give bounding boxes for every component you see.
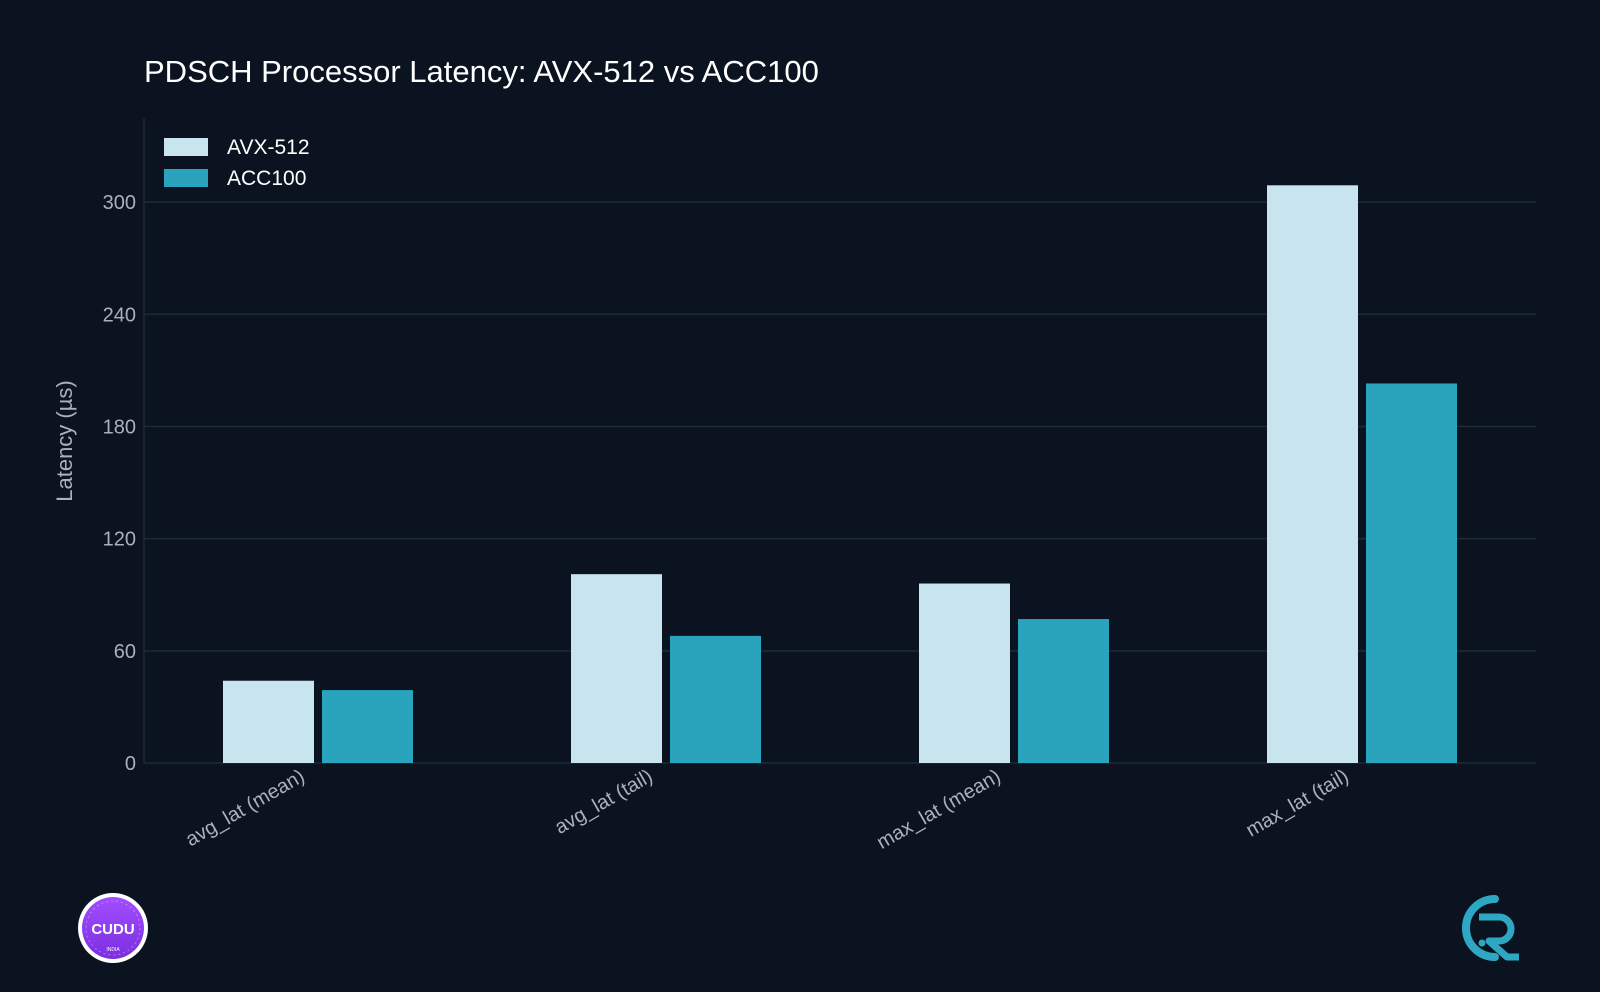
bar-avx-512	[919, 583, 1010, 763]
x-tick-label: avg_lat (tail)	[551, 765, 656, 839]
bar-acc100	[1018, 619, 1109, 763]
cudu-logo-text: CUDU	[91, 921, 134, 938]
bar-avx-512	[571, 574, 662, 763]
y-tick-labels: 0 60 120 180 240 300	[103, 192, 136, 775]
y-tick-label: 240	[103, 304, 136, 326]
x-tick-labels: avg_lat (mean) avg_lat (tail) max_lat (mea…	[182, 765, 1353, 854]
bar-avx-512	[1267, 185, 1358, 764]
y-tick-label: 60	[114, 641, 136, 663]
y-tick-label: 180	[103, 416, 136, 438]
legend-swatch	[164, 138, 208, 156]
bar-avx-512	[223, 680, 314, 763]
cudu-logo-subtext: INDIA	[106, 947, 120, 953]
bar-acc100	[322, 690, 413, 763]
x-tick-label: max_lat (mean)	[873, 765, 1004, 854]
chart-title: PDSCH Processor Latency: AVX-512 vs ACC1…	[144, 54, 819, 89]
y-tick-label: 120	[103, 529, 136, 551]
legend-label: ACC100	[227, 167, 306, 190]
legend: AVX-512 ACC100	[164, 136, 310, 190]
bar-acc100	[1366, 383, 1457, 763]
x-tick-label: max_lat (tail)	[1242, 765, 1352, 841]
y-tick-label: 300	[103, 192, 136, 214]
cudu-logo: CUDU INDIA	[78, 893, 148, 963]
legend-label: AVX-512	[227, 136, 310, 159]
y-tick-label: 0	[125, 753, 136, 775]
y-axis-label: Latency (µs)	[52, 380, 77, 502]
bar-acc100	[670, 635, 761, 763]
x-tick-label: avg_lat (mean)	[182, 765, 309, 851]
brand-logo	[1462, 895, 1519, 961]
bars	[223, 185, 1457, 764]
legend-swatch	[164, 169, 208, 187]
